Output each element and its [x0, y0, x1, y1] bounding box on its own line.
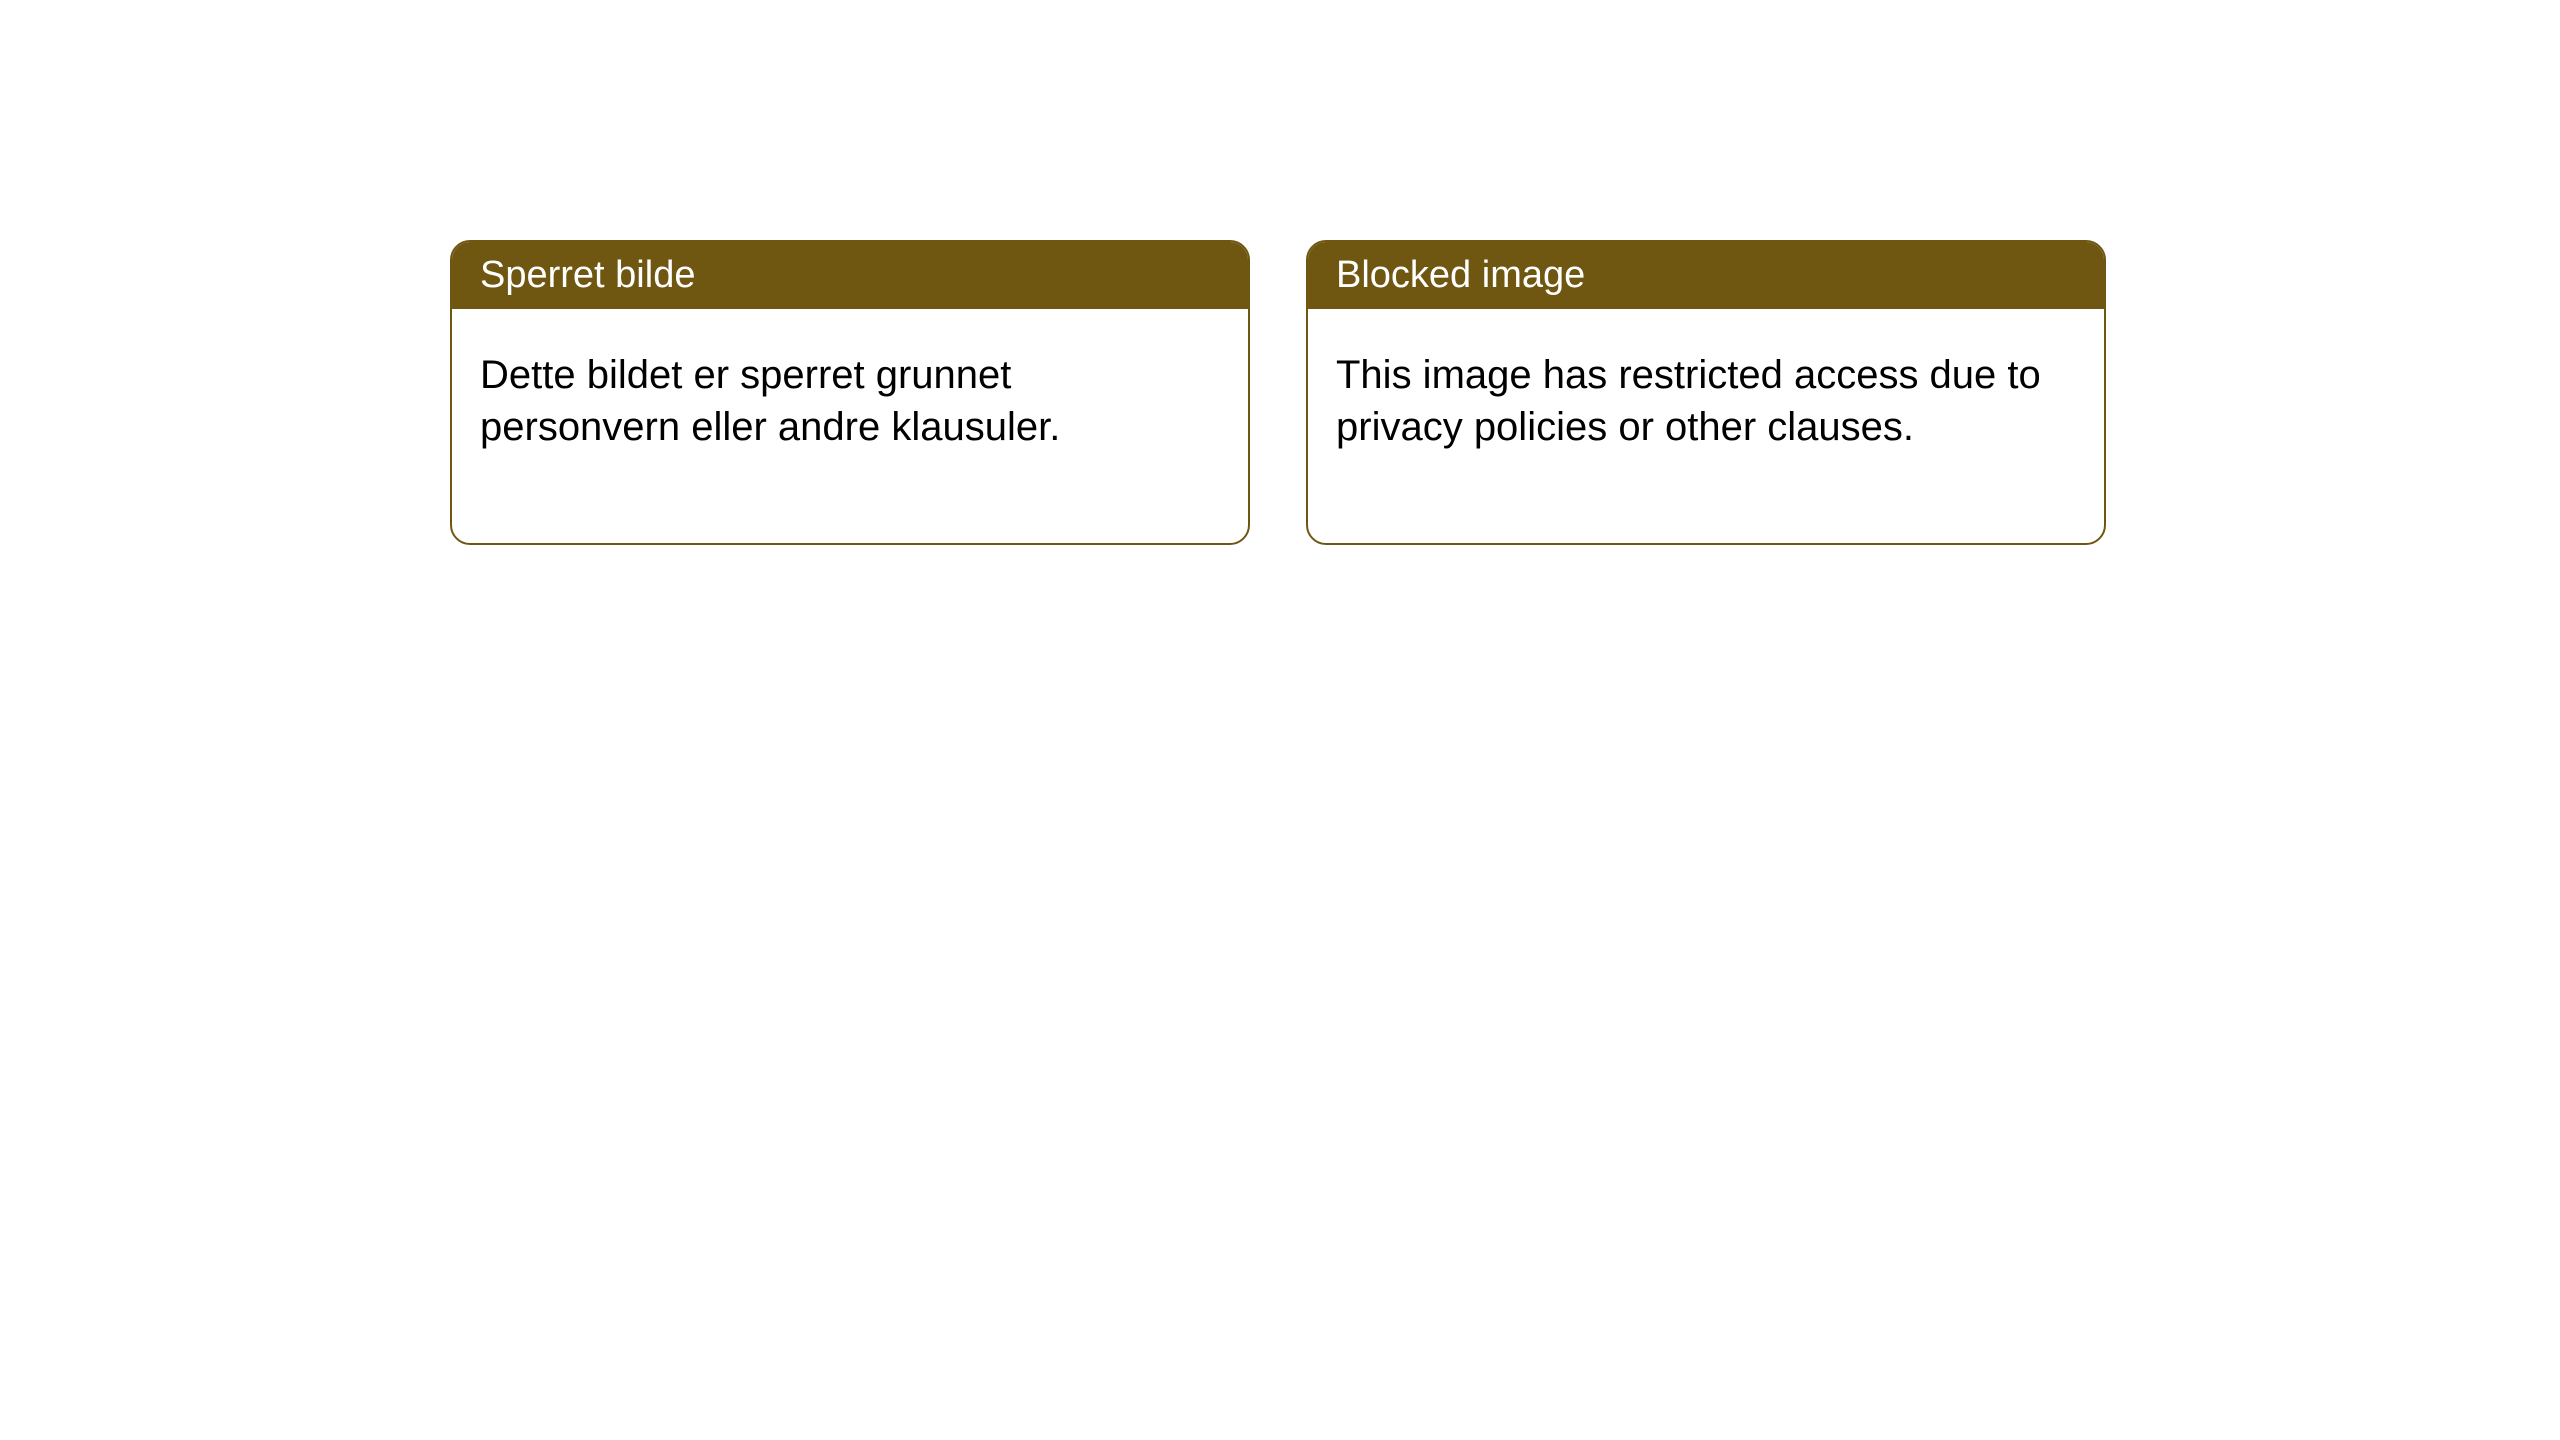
- notice-card-english: Blocked image This image has restricted …: [1306, 240, 2106, 545]
- card-header: Sperret bilde: [452, 242, 1248, 309]
- card-body: Dette bildet er sperret grunnet personve…: [452, 309, 1248, 543]
- card-header-text: Sperret bilde: [480, 254, 695, 296]
- card-body: This image has restricted access due to …: [1308, 309, 2104, 543]
- card-header-text: Blocked image: [1336, 254, 1585, 296]
- notice-card-norwegian: Sperret bilde Dette bildet er sperret gr…: [450, 240, 1250, 545]
- card-body-text: This image has restricted access due to …: [1336, 353, 2041, 449]
- card-body-text: Dette bildet er sperret grunnet personve…: [480, 353, 1060, 449]
- notice-container: Sperret bilde Dette bildet er sperret gr…: [450, 240, 2106, 545]
- card-header: Blocked image: [1308, 242, 2104, 309]
